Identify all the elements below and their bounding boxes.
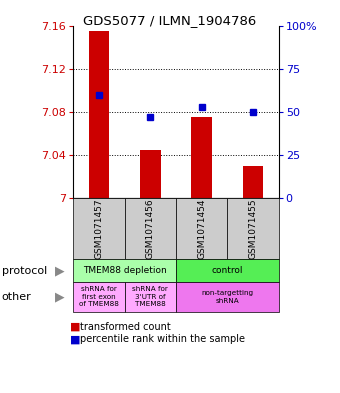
Text: non-targetting
shRNA: non-targetting shRNA	[201, 290, 253, 304]
Text: transformed count: transformed count	[80, 321, 171, 332]
Text: GSM1071457: GSM1071457	[94, 198, 103, 259]
Bar	[140, 150, 160, 198]
Text: ▶: ▶	[55, 264, 64, 277]
Text: shRNA for
3'UTR of
TMEM88: shRNA for 3'UTR of TMEM88	[132, 286, 168, 307]
Text: other: other	[2, 292, 31, 302]
Text: protocol: protocol	[2, 266, 47, 276]
Text: ■: ■	[70, 321, 80, 332]
Text: TMEM88 depletion: TMEM88 depletion	[83, 266, 166, 275]
Text: GDS5077 / ILMN_1904786: GDS5077 / ILMN_1904786	[83, 14, 257, 27]
Bar	[88, 31, 109, 198]
Bar	[243, 166, 264, 198]
Text: GSM1071454: GSM1071454	[197, 199, 206, 259]
Text: GSM1071455: GSM1071455	[249, 198, 258, 259]
Text: ▶: ▶	[55, 290, 64, 303]
Text: percentile rank within the sample: percentile rank within the sample	[80, 334, 245, 344]
Text: shRNA for
first exon
of TMEM88: shRNA for first exon of TMEM88	[79, 286, 119, 307]
Text: GSM1071456: GSM1071456	[146, 198, 155, 259]
Text: ■: ■	[70, 334, 80, 344]
Bar	[191, 118, 212, 198]
Text: control: control	[211, 266, 243, 275]
